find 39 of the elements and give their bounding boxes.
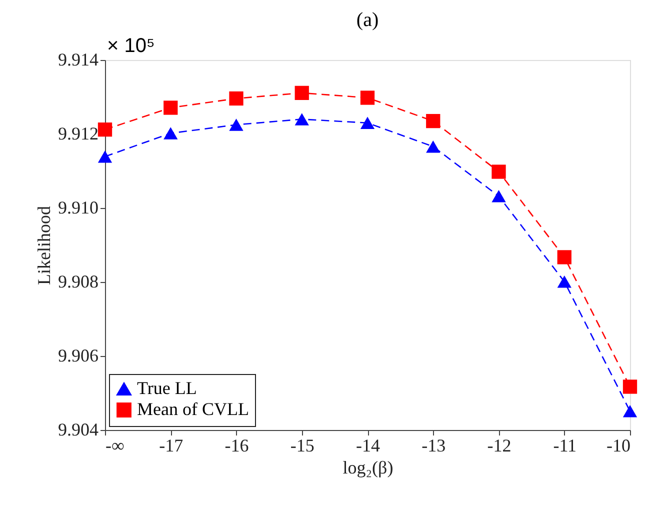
- point: [557, 250, 572, 264]
- legend-label: True LL: [137, 378, 197, 398]
- text: × 10⁵: [107, 35, 155, 57]
- point: [492, 190, 506, 202]
- point: [426, 114, 440, 128]
- point: [492, 164, 506, 179]
- x-axis-title: log₂(β): [342, 458, 394, 478]
- point: [622, 380, 638, 394]
- x-tick-label: -12: [487, 436, 512, 456]
- y-tick-label: 9.904: [58, 420, 98, 440]
- point: [294, 86, 309, 100]
- x-tick-label: -14: [356, 436, 380, 456]
- point: [164, 127, 178, 140]
- x-tick-label: -11: [553, 436, 577, 456]
- point: [426, 140, 440, 153]
- x-tick-label: -15: [290, 436, 314, 456]
- point: [360, 116, 375, 130]
- point: [229, 91, 244, 106]
- point: [294, 113, 309, 126]
- x-tick-label: -10: [606, 436, 630, 456]
- x-tick-label: -13: [422, 436, 446, 456]
- y-tick-label: 9.908: [58, 272, 98, 292]
- point: [557, 276, 572, 288]
- point: [360, 90, 375, 105]
- y-tick-label: 9.914: [58, 50, 98, 70]
- point: [622, 405, 638, 418]
- x-tick-label: -∞: [106, 436, 124, 456]
- point: [229, 118, 244, 131]
- chart-title: (a): [356, 9, 379, 31]
- point: [164, 100, 178, 115]
- y-tick-label: 9.906: [58, 346, 98, 366]
- legend-label: Mean of CVLL: [137, 399, 249, 419]
- x-tick-label: -16: [224, 436, 249, 456]
- y-axis-title: Likelihood: [34, 206, 54, 285]
- y-tick-label: 9.910: [58, 198, 98, 218]
- point: [98, 150, 112, 163]
- point: [98, 122, 112, 137]
- x-tick-label: -17: [159, 436, 184, 456]
- y-tick-label: 9.912: [58, 124, 98, 144]
